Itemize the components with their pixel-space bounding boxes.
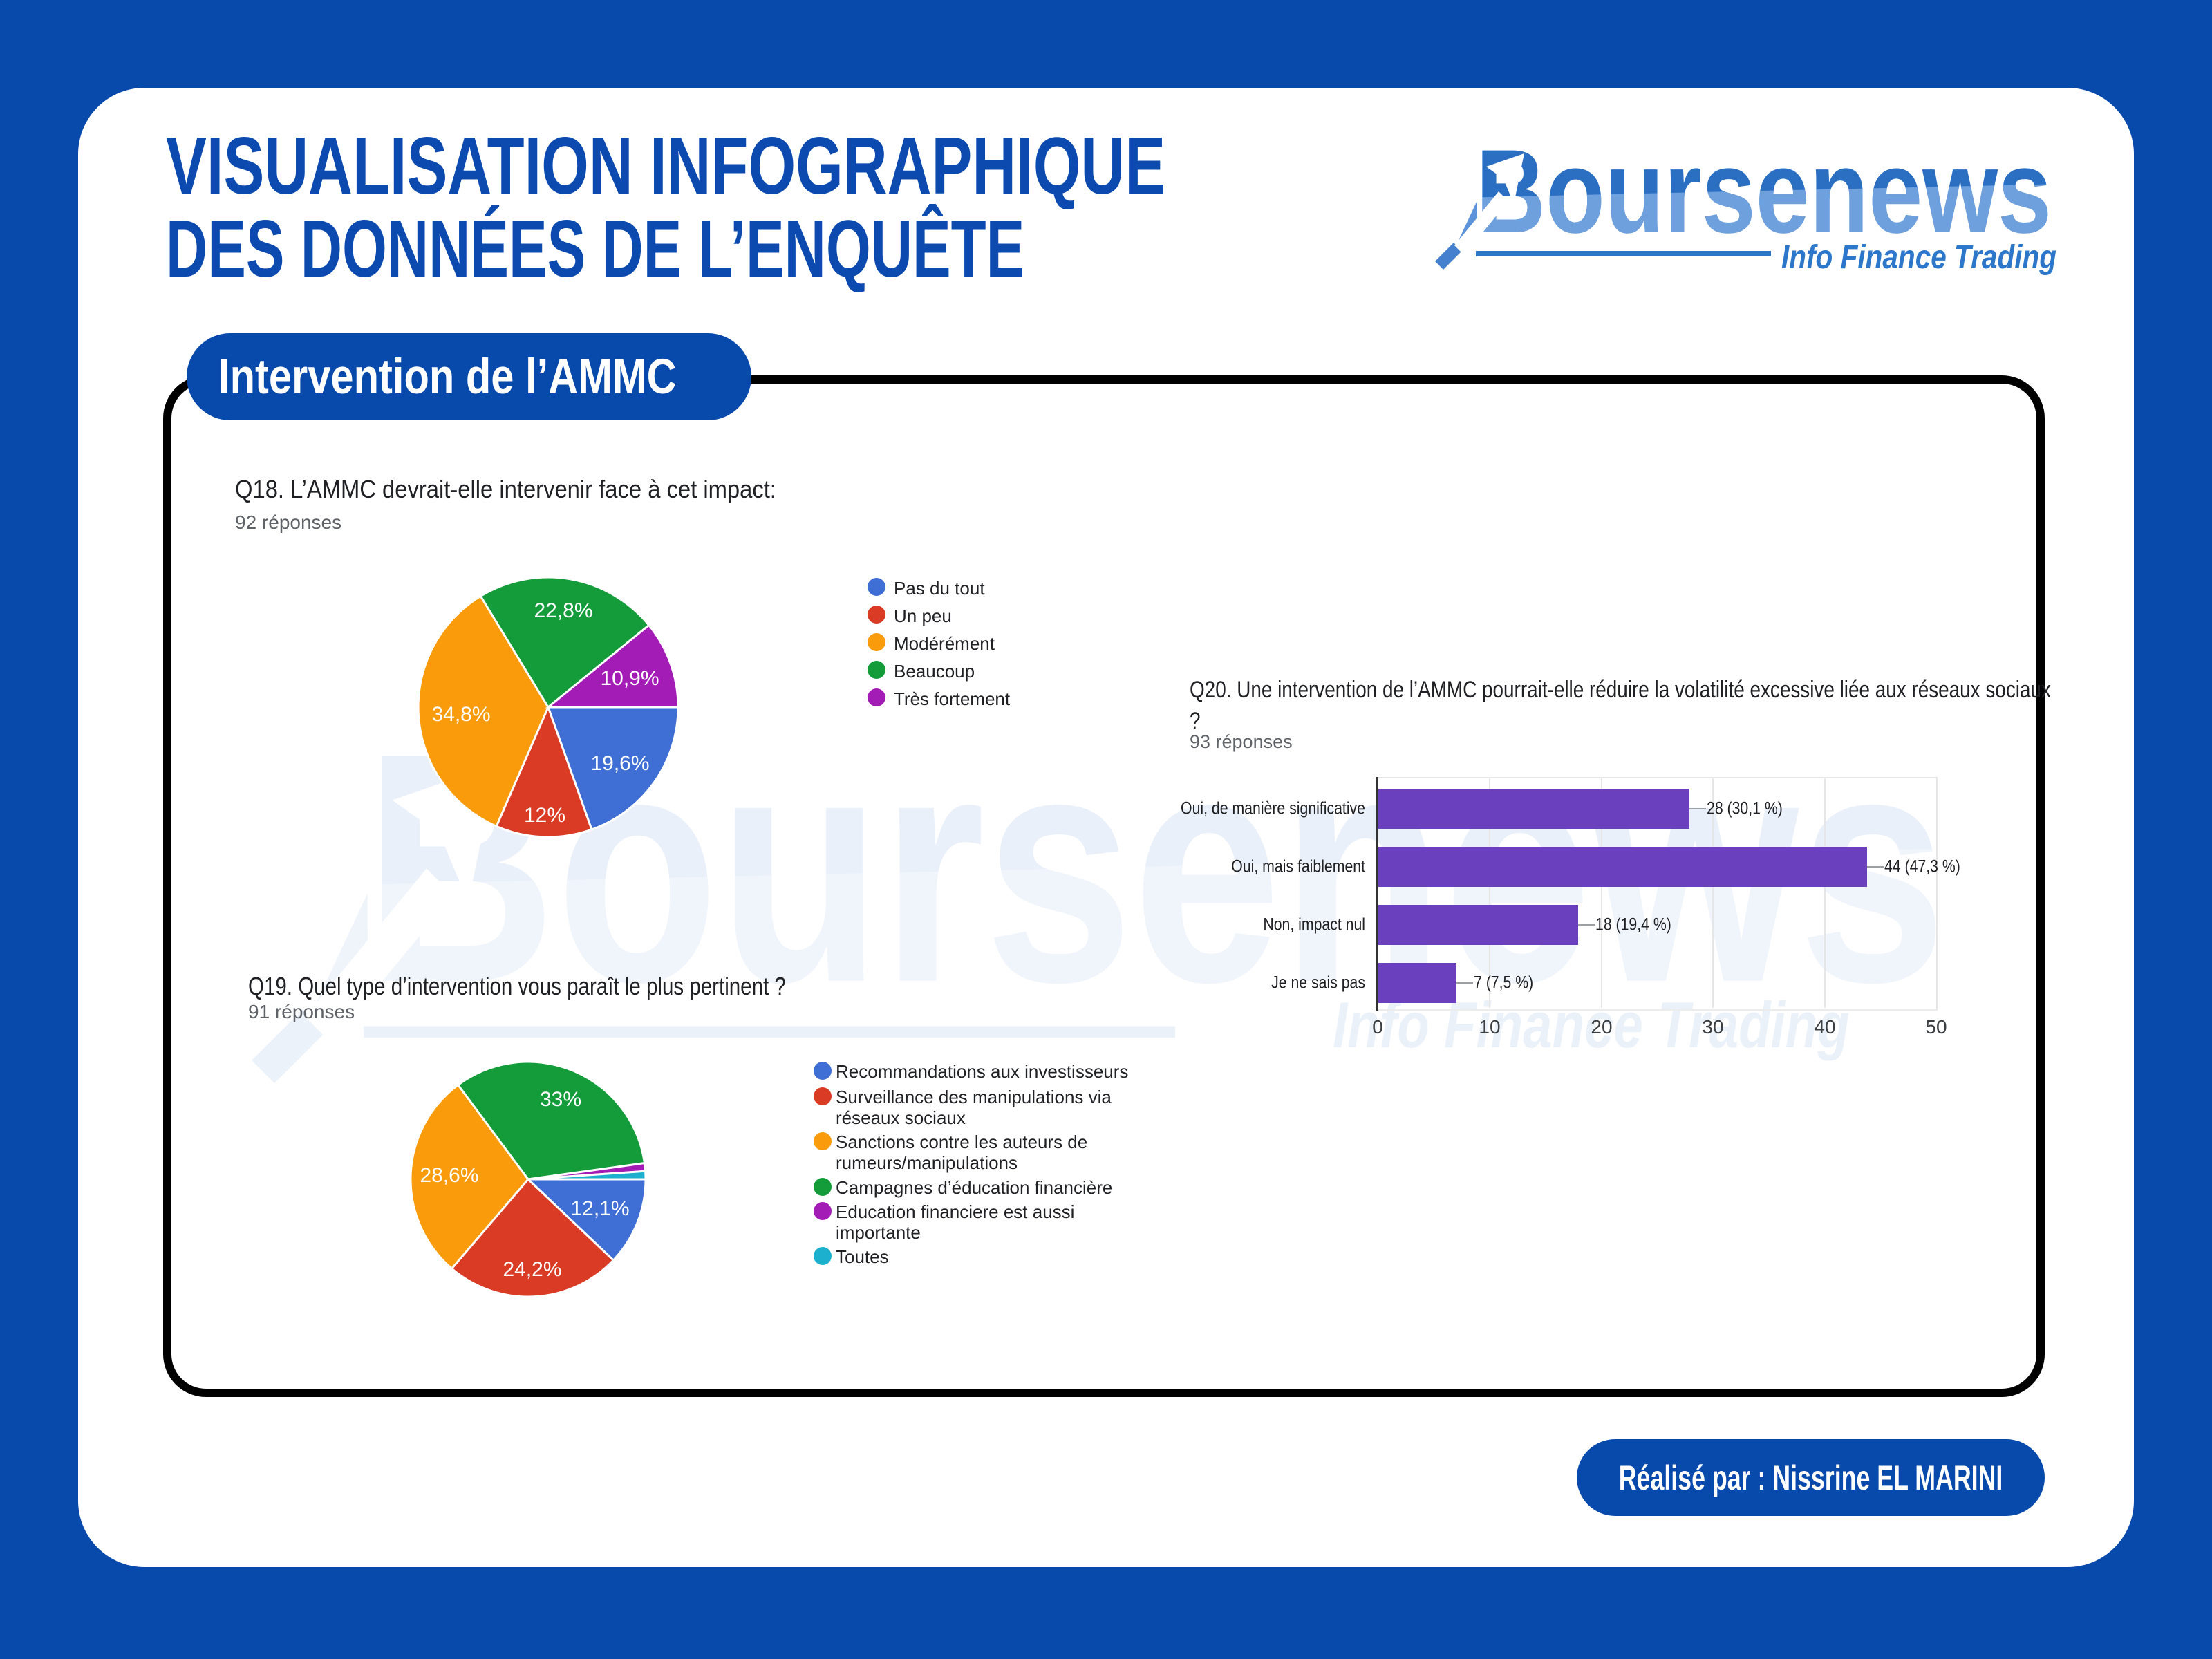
svg-text:Boursenews: Boursenews <box>1476 125 2052 258</box>
svg-text:Boursenews: Boursenews <box>1476 125 2052 258</box>
svg-text:Info Finance Trading: Info Finance Trading <box>1781 239 2056 276</box>
